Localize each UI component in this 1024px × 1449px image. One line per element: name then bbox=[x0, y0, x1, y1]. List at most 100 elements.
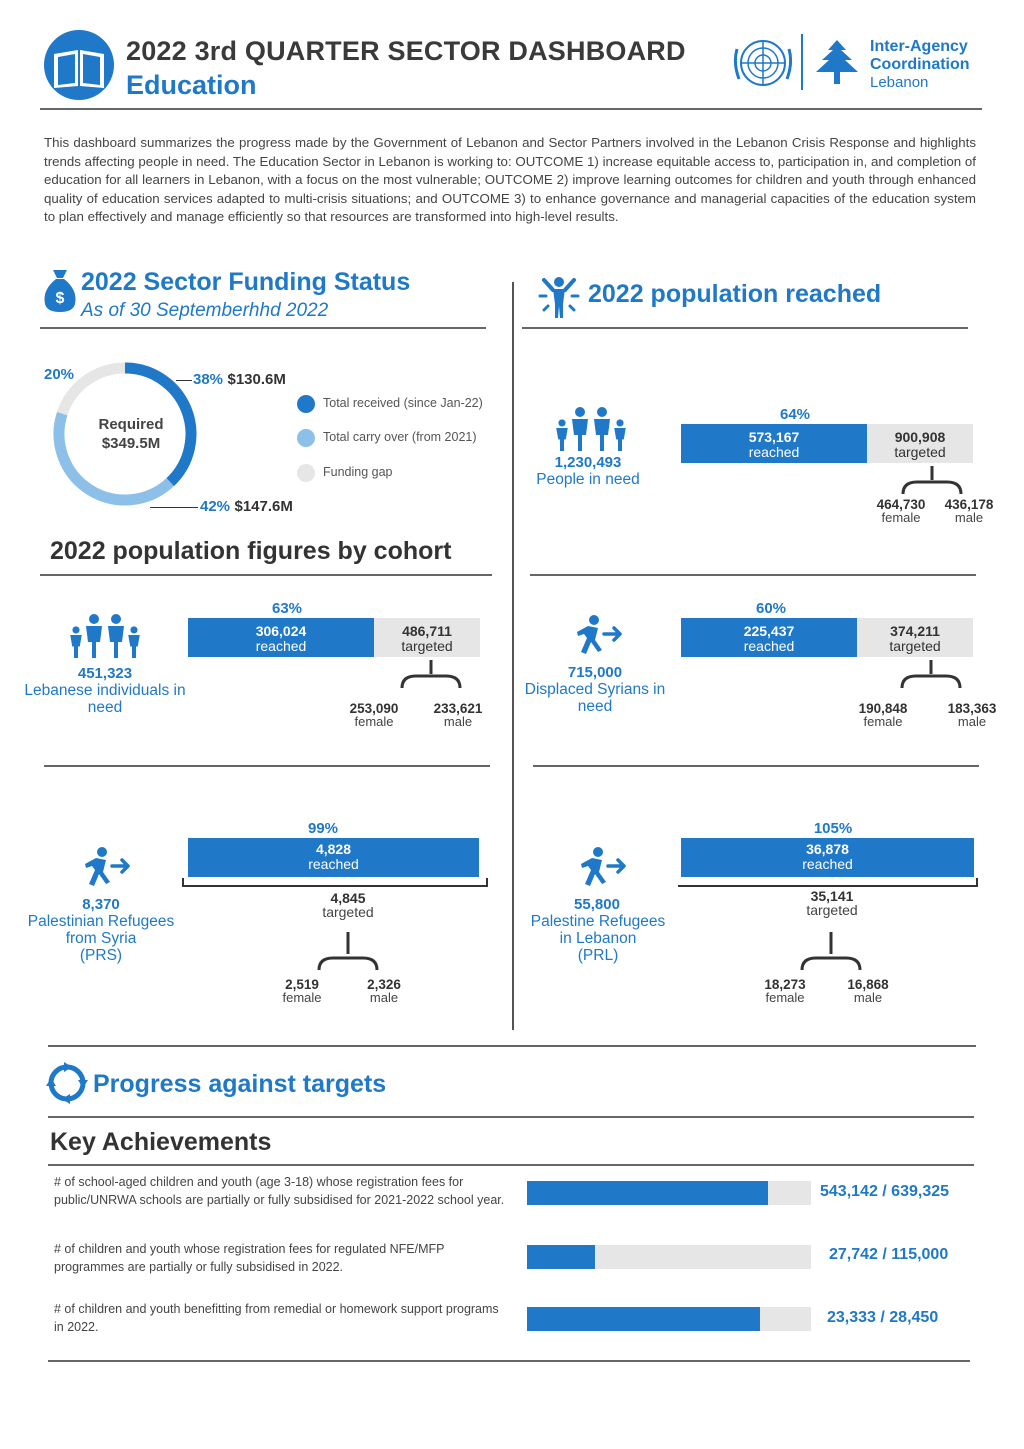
prl-pct: 105% bbox=[813, 820, 853, 837]
prs-targeted-label: targeted bbox=[322, 904, 374, 920]
syrians-male-number: 183,363 bbox=[947, 701, 997, 716]
prs-reached-bar: 4,828 reached bbox=[188, 838, 479, 877]
progress-top-divider bbox=[48, 1045, 976, 1047]
prl-targeted-number: 35,141 bbox=[810, 888, 854, 904]
cedar-tree-icon bbox=[816, 40, 858, 84]
intro-paragraph: This dashboard summarizes the progress m… bbox=[44, 135, 976, 225]
lebanese-in-need-label: Lebanese individuals in need bbox=[24, 682, 186, 716]
legend-dot-gap bbox=[297, 464, 315, 482]
lebanese-targeted-number: 486,711 bbox=[402, 623, 452, 639]
people-pct: 64% bbox=[779, 406, 811, 423]
required-value: $349.5M bbox=[101, 435, 161, 452]
people-in-need-number: 1,230,493 bbox=[554, 454, 622, 471]
lebanese-reached-label: reached bbox=[255, 638, 307, 654]
prs-male-number: 2,326 bbox=[367, 977, 401, 992]
legend-dot-received bbox=[297, 395, 315, 413]
prl-male-label: male bbox=[853, 990, 883, 1005]
people-brace bbox=[901, 466, 963, 495]
required-text: Required bbox=[98, 416, 164, 433]
prl-label-1: Palestine Refugees bbox=[530, 913, 666, 930]
org-line-1: Inter-Agency bbox=[870, 38, 968, 55]
prl-reached-bar: 36,878 reached bbox=[681, 838, 974, 877]
row-divider-left bbox=[44, 765, 490, 767]
legend-dot-carryover bbox=[297, 429, 315, 447]
syrians-female-number: 190,848 bbox=[858, 701, 908, 716]
prs-female-number: 2,519 bbox=[285, 977, 319, 992]
legend-gap: Funding gap bbox=[323, 465, 393, 479]
org-line-3: Lebanon bbox=[870, 74, 929, 91]
progress-divider bbox=[48, 1116, 974, 1118]
circular-arrows-icon bbox=[46, 1062, 88, 1104]
reached-title: 2022 population reached bbox=[588, 280, 882, 308]
org-name: Inter-Agency Coordination Lebanon bbox=[870, 38, 970, 92]
book-icon bbox=[44, 30, 114, 100]
lebanese-brace bbox=[400, 660, 462, 689]
lebanese-targeted-bar: 486,711 targeted bbox=[374, 618, 480, 657]
lebanese-female-label: female bbox=[354, 714, 394, 729]
gap-pct: 20% bbox=[44, 366, 75, 383]
syrians-female-label: female bbox=[863, 714, 903, 729]
prl-in-need-number: 55,800 bbox=[574, 896, 620, 913]
people-in-need-label: People in need bbox=[536, 471, 640, 488]
lebanese-reached-number: 306,024 bbox=[255, 623, 307, 639]
achievements-title: Key Achievements bbox=[50, 1128, 272, 1156]
prl-targeted-label: targeted bbox=[806, 902, 858, 918]
funding-title: 2022 Sector Funding Status bbox=[81, 268, 411, 296]
lebanese-in-need-number: 451,323 bbox=[77, 665, 133, 682]
people-male-label: male bbox=[954, 510, 984, 525]
header: 2022 3rd QUARTER SECTOR DASHBOARD Educat… bbox=[0, 0, 1024, 112]
prl-brace bbox=[800, 932, 862, 971]
displaced-person-icon bbox=[581, 847, 626, 886]
achievement-value-1: 543,142 / 639,325 bbox=[820, 1183, 950, 1200]
people-targeted-bar: 900,908 targeted bbox=[867, 424, 973, 463]
syrians-in-need-label: Displaced Syrians in need bbox=[524, 681, 666, 715]
prl-label-2: in Lebanon bbox=[559, 930, 637, 947]
syrians-targeted-bar: 374,211 targeted bbox=[857, 618, 973, 657]
lebanese-pct: 63% bbox=[271, 600, 303, 617]
prl-reached-label: reached bbox=[802, 856, 853, 872]
funding-divider bbox=[40, 327, 486, 329]
donut-segment-1 bbox=[124, 362, 197, 487]
prs-label-2: from Syria bbox=[65, 930, 137, 947]
person-arms-up-icon bbox=[538, 277, 580, 318]
received-amount: $130.6M bbox=[227, 371, 286, 388]
people-reached-number: 573,167 bbox=[748, 429, 800, 445]
achievement-bar-1 bbox=[527, 1181, 811, 1205]
achievement-bar-2 bbox=[527, 1245, 811, 1269]
cohort-title: 2022 population figures by cohort bbox=[50, 537, 452, 565]
family-icon bbox=[70, 614, 140, 658]
prs-female-label: female bbox=[282, 990, 322, 1005]
prs-label-1: Palestinian Refugees bbox=[27, 913, 175, 930]
lebanese-reached-bar: 306,024 reached bbox=[188, 618, 374, 657]
achievement-fill-1 bbox=[527, 1181, 769, 1205]
received-pct: 38% bbox=[193, 371, 224, 388]
org-line-2: Coordination bbox=[870, 56, 970, 73]
logo-divider bbox=[801, 34, 803, 90]
donut-segment-2 bbox=[53, 411, 174, 506]
achievement-fill-3 bbox=[527, 1307, 760, 1331]
displaced-person-icon bbox=[85, 847, 130, 886]
prl-target-bracket bbox=[678, 878, 978, 887]
syrians-male-label: male bbox=[957, 714, 987, 729]
reached-divider bbox=[522, 327, 968, 329]
svg-text:$: $ bbox=[56, 290, 65, 307]
achievements-divider bbox=[48, 1164, 974, 1166]
people-male-number: 436,178 bbox=[944, 497, 994, 512]
funding-date: As of 30 Septemberhhd 2022 bbox=[81, 300, 329, 321]
lebanese-male-label: male bbox=[443, 714, 473, 729]
prs-target-bracket bbox=[182, 878, 488, 887]
lebanese-targeted-label: targeted bbox=[401, 638, 453, 654]
syrians-targeted-number: 374,211 bbox=[890, 623, 940, 639]
achievement-bar-3 bbox=[527, 1307, 811, 1331]
syrians-in-need-number: 715,000 bbox=[567, 664, 623, 681]
received-callout: 38% $130.6M bbox=[193, 371, 286, 389]
achievement-value-2: 27,742 / 115,000 bbox=[829, 1246, 949, 1263]
lebanese-female-number: 253,090 bbox=[349, 701, 399, 716]
cohort-divider-left bbox=[40, 574, 492, 576]
syrians-reached-number: 225,437 bbox=[743, 623, 795, 639]
sector-name: Education bbox=[126, 70, 257, 100]
carryover-amount: $147.6M bbox=[234, 498, 293, 515]
received-leader-line bbox=[176, 380, 192, 381]
achievement-fill-2 bbox=[527, 1245, 596, 1269]
prl-male-number: 16,868 bbox=[847, 977, 889, 992]
